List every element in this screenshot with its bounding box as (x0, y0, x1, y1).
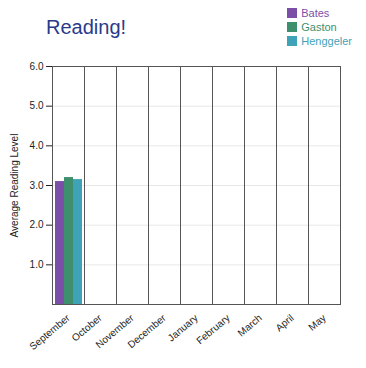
svg-text:1.0: 1.0 (30, 259, 44, 270)
svg-text:March: March (235, 312, 263, 338)
html-text:Reading!: Reading! (46, 16, 127, 38)
svg-text:February: February (194, 312, 232, 346)
svg-text:6.0: 6.0 (30, 61, 44, 72)
svg-text:Average Reading Level: Average Reading Level (9, 134, 20, 238)
svg-text:October: October (69, 312, 104, 344)
svg-text:2.0: 2.0 (30, 219, 44, 230)
html-text:Bates: Bates (301, 7, 330, 19)
svg-text:4.0: 4.0 (30, 140, 44, 151)
svg-text:September: September (27, 312, 72, 352)
html-text:Gaston: Gaston (301, 21, 337, 33)
svg-text:5.0: 5.0 (30, 100, 44, 111)
svg-text:April: April (273, 312, 295, 333)
svg-text:December: December (125, 312, 168, 351)
svg-text:November: November (93, 312, 136, 351)
svg-text:May: May (306, 312, 328, 333)
svg-text:3.0: 3.0 (30, 180, 44, 191)
html-text:Henggeler: Henggeler (301, 35, 352, 47)
svg-text:January: January (165, 312, 200, 344)
